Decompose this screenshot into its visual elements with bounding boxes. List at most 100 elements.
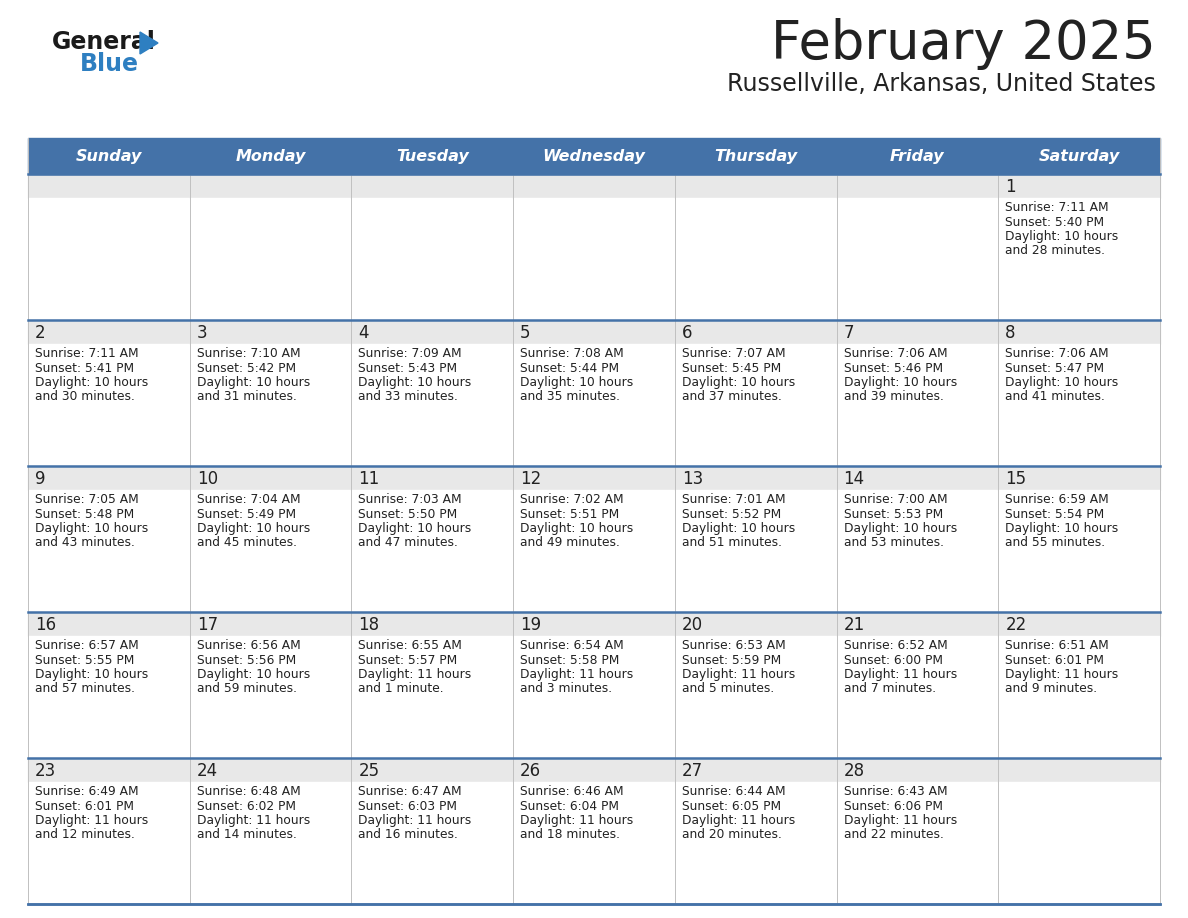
Bar bbox=[836, 490, 998, 612]
Text: and 20 minutes.: and 20 minutes. bbox=[682, 829, 782, 842]
Text: Sunrise: 7:06 AM: Sunrise: 7:06 AM bbox=[1005, 347, 1108, 360]
Text: Sunrise: 7:06 AM: Sunrise: 7:06 AM bbox=[843, 347, 947, 360]
Text: Sunset: 5:41 PM: Sunset: 5:41 PM bbox=[34, 362, 134, 375]
Text: Sunrise: 6:56 AM: Sunrise: 6:56 AM bbox=[197, 639, 301, 652]
Text: Sunset: 5:49 PM: Sunset: 5:49 PM bbox=[197, 508, 296, 521]
Bar bbox=[29, 174, 190, 198]
Text: 15: 15 bbox=[1005, 470, 1026, 488]
Bar bbox=[29, 344, 190, 466]
Text: 2: 2 bbox=[34, 324, 45, 342]
Text: 26: 26 bbox=[520, 762, 542, 780]
Bar bbox=[513, 612, 675, 636]
Bar bbox=[675, 174, 836, 198]
Text: Sunrise: 6:52 AM: Sunrise: 6:52 AM bbox=[843, 639, 947, 652]
Bar bbox=[29, 138, 1159, 174]
Text: 12: 12 bbox=[520, 470, 542, 488]
Bar bbox=[190, 198, 352, 320]
Text: Daylight: 10 hours: Daylight: 10 hours bbox=[682, 522, 795, 535]
Text: Sunset: 6:00 PM: Sunset: 6:00 PM bbox=[843, 654, 942, 666]
Text: Daylight: 11 hours: Daylight: 11 hours bbox=[520, 814, 633, 827]
Bar bbox=[352, 344, 513, 466]
Text: and 16 minutes.: and 16 minutes. bbox=[359, 829, 459, 842]
Text: 11: 11 bbox=[359, 470, 380, 488]
Text: Sunset: 5:45 PM: Sunset: 5:45 PM bbox=[682, 362, 781, 375]
Bar bbox=[836, 612, 998, 636]
Bar bbox=[675, 320, 836, 344]
Text: 1: 1 bbox=[1005, 178, 1016, 196]
Bar bbox=[352, 320, 513, 344]
Bar bbox=[998, 782, 1159, 904]
Text: Sunset: 5:50 PM: Sunset: 5:50 PM bbox=[359, 508, 457, 521]
Text: Sunrise: 7:01 AM: Sunrise: 7:01 AM bbox=[682, 493, 785, 506]
Text: Sunrise: 6:53 AM: Sunrise: 6:53 AM bbox=[682, 639, 785, 652]
Text: Sunset: 5:51 PM: Sunset: 5:51 PM bbox=[520, 508, 619, 521]
Text: Sunrise: 6:44 AM: Sunrise: 6:44 AM bbox=[682, 785, 785, 798]
Text: Sunset: 6:05 PM: Sunset: 6:05 PM bbox=[682, 800, 781, 812]
Text: Sunrise: 7:09 AM: Sunrise: 7:09 AM bbox=[359, 347, 462, 360]
Text: Tuesday: Tuesday bbox=[396, 149, 468, 163]
Bar bbox=[513, 636, 675, 758]
Text: and 45 minutes.: and 45 minutes. bbox=[197, 536, 297, 550]
Bar bbox=[29, 782, 190, 904]
Bar bbox=[29, 320, 190, 344]
Text: Sunrise: 7:10 AM: Sunrise: 7:10 AM bbox=[197, 347, 301, 360]
Text: 4: 4 bbox=[359, 324, 369, 342]
Text: 22: 22 bbox=[1005, 616, 1026, 634]
Bar bbox=[675, 782, 836, 904]
Text: General: General bbox=[52, 30, 156, 54]
Bar bbox=[29, 490, 190, 612]
Bar bbox=[190, 466, 352, 490]
Text: Friday: Friday bbox=[890, 149, 944, 163]
Text: and 9 minutes.: and 9 minutes. bbox=[1005, 682, 1098, 696]
Text: Sunrise: 7:05 AM: Sunrise: 7:05 AM bbox=[34, 493, 139, 506]
Text: and 33 minutes.: and 33 minutes. bbox=[359, 390, 459, 404]
Text: Daylight: 10 hours: Daylight: 10 hours bbox=[520, 522, 633, 535]
Text: Russellville, Arkansas, United States: Russellville, Arkansas, United States bbox=[727, 72, 1156, 96]
Bar bbox=[998, 320, 1159, 344]
Bar bbox=[29, 466, 190, 490]
Text: Sunrise: 6:47 AM: Sunrise: 6:47 AM bbox=[359, 785, 462, 798]
Text: Sunset: 5:54 PM: Sunset: 5:54 PM bbox=[1005, 508, 1105, 521]
Bar bbox=[190, 758, 352, 782]
Bar bbox=[513, 490, 675, 612]
Text: Daylight: 10 hours: Daylight: 10 hours bbox=[682, 376, 795, 389]
Text: Sunset: 5:53 PM: Sunset: 5:53 PM bbox=[843, 508, 943, 521]
Text: Sunrise: 7:11 AM: Sunrise: 7:11 AM bbox=[34, 347, 139, 360]
Bar bbox=[513, 198, 675, 320]
Text: Sunset: 5:52 PM: Sunset: 5:52 PM bbox=[682, 508, 781, 521]
Text: and 43 minutes.: and 43 minutes. bbox=[34, 536, 135, 550]
Bar bbox=[675, 636, 836, 758]
Text: 24: 24 bbox=[197, 762, 217, 780]
Bar bbox=[675, 490, 836, 612]
Bar bbox=[513, 758, 675, 782]
Bar bbox=[352, 782, 513, 904]
Text: and 14 minutes.: and 14 minutes. bbox=[197, 829, 297, 842]
Text: Sunset: 5:55 PM: Sunset: 5:55 PM bbox=[34, 654, 134, 666]
Text: Thursday: Thursday bbox=[714, 149, 797, 163]
Text: Daylight: 11 hours: Daylight: 11 hours bbox=[359, 814, 472, 827]
Text: Sunset: 5:48 PM: Sunset: 5:48 PM bbox=[34, 508, 134, 521]
Text: 18: 18 bbox=[359, 616, 379, 634]
Bar bbox=[29, 636, 190, 758]
Bar bbox=[675, 612, 836, 636]
Bar bbox=[352, 758, 513, 782]
Bar bbox=[675, 758, 836, 782]
Bar bbox=[352, 636, 513, 758]
Bar bbox=[352, 466, 513, 490]
Text: Saturday: Saturday bbox=[1038, 149, 1120, 163]
Text: Sunrise: 7:02 AM: Sunrise: 7:02 AM bbox=[520, 493, 624, 506]
Bar bbox=[675, 198, 836, 320]
Text: 9: 9 bbox=[34, 470, 45, 488]
Text: Sunset: 5:56 PM: Sunset: 5:56 PM bbox=[197, 654, 296, 666]
Polygon shape bbox=[140, 32, 158, 54]
Bar bbox=[352, 174, 513, 198]
Text: Sunday: Sunday bbox=[76, 149, 143, 163]
Bar bbox=[190, 636, 352, 758]
Text: Sunrise: 6:57 AM: Sunrise: 6:57 AM bbox=[34, 639, 139, 652]
Text: Daylight: 11 hours: Daylight: 11 hours bbox=[197, 814, 310, 827]
Text: and 53 minutes.: and 53 minutes. bbox=[843, 536, 943, 550]
Text: Daylight: 10 hours: Daylight: 10 hours bbox=[1005, 376, 1119, 389]
Text: and 57 minutes.: and 57 minutes. bbox=[34, 682, 135, 696]
Text: 25: 25 bbox=[359, 762, 379, 780]
Text: and 39 minutes.: and 39 minutes. bbox=[843, 390, 943, 404]
